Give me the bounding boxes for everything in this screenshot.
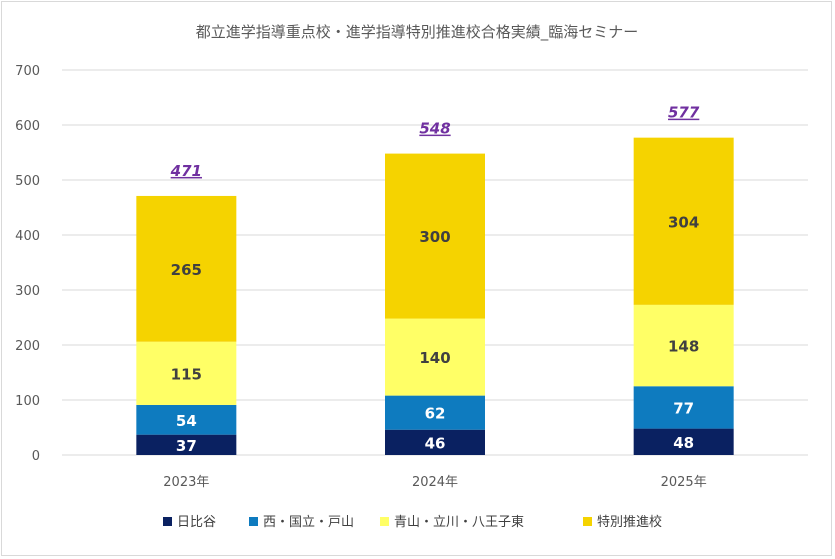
legend-swatch bbox=[380, 517, 389, 526]
bar-segment bbox=[136, 195, 237, 342]
y-tick-label: 0 bbox=[32, 449, 40, 464]
bars: 37 54 115 265 471 46 62 140 300 548 48 77 148 304 577 bbox=[136, 104, 734, 455]
legend-label: 特別推進校 bbox=[597, 514, 662, 530]
x-tick-label: 2024年 bbox=[412, 475, 458, 490]
bar-segment bbox=[633, 428, 734, 455]
x-axis-labels: 2023年 2024年 2025年 bbox=[163, 475, 706, 490]
bar-segment bbox=[633, 386, 734, 429]
bar-segment bbox=[136, 434, 237, 455]
y-axis-ticks: 0 100 200 300 400 500 600 700 bbox=[15, 64, 40, 464]
legend-swatch bbox=[163, 517, 172, 526]
legend-label: 西・国立・戸山 bbox=[263, 515, 354, 530]
data-label: 37 bbox=[176, 437, 197, 455]
x-tick-label: 2023年 bbox=[163, 475, 209, 490]
data-label: 62 bbox=[425, 405, 446, 423]
legend-swatch bbox=[583, 517, 592, 526]
y-tick-label: 100 bbox=[15, 394, 40, 409]
legend-label: 日比谷 bbox=[177, 515, 216, 530]
total-label: 548 bbox=[419, 120, 450, 138]
y-tick-label: 600 bbox=[15, 119, 40, 134]
data-label: 48 bbox=[673, 434, 694, 452]
data-label: 46 bbox=[425, 434, 446, 452]
total-label: 471 bbox=[170, 162, 202, 180]
y-tick-label: 400 bbox=[15, 229, 40, 244]
y-tick-label: 500 bbox=[15, 174, 40, 189]
legend: 日比谷 西・国立・戸山 青山・立川・八王子東 特別推進校 bbox=[163, 514, 662, 530]
data-label: 54 bbox=[176, 412, 197, 430]
bar-segment bbox=[385, 318, 485, 396]
data-label: 140 bbox=[419, 349, 450, 367]
data-label: 304 bbox=[668, 213, 699, 231]
bar-segment bbox=[385, 153, 485, 319]
bar-segment bbox=[385, 429, 485, 455]
data-label: 265 bbox=[171, 261, 202, 279]
bar-segment bbox=[136, 341, 237, 405]
y-tick-label: 300 bbox=[15, 284, 40, 299]
chart-title: 都立進学指導重点校・進学指導特別推進校合格実績_臨海セミナー bbox=[196, 23, 639, 42]
total-label: 577 bbox=[668, 104, 700, 122]
data-label: 148 bbox=[668, 338, 699, 356]
bar-segment bbox=[136, 404, 237, 435]
data-label: 77 bbox=[673, 399, 694, 417]
x-tick-label: 2025年 bbox=[661, 475, 707, 490]
y-tick-label: 200 bbox=[15, 339, 40, 354]
data-label: 115 bbox=[171, 365, 202, 383]
bar-segment bbox=[385, 395, 485, 430]
bar-segment bbox=[633, 137, 734, 305]
legend-swatch bbox=[249, 517, 258, 526]
legend-label: 青山・立川・八王子東 bbox=[394, 514, 524, 530]
data-label: 300 bbox=[419, 228, 450, 246]
y-tick-label: 700 bbox=[15, 64, 40, 79]
bar-segment bbox=[633, 304, 734, 387]
